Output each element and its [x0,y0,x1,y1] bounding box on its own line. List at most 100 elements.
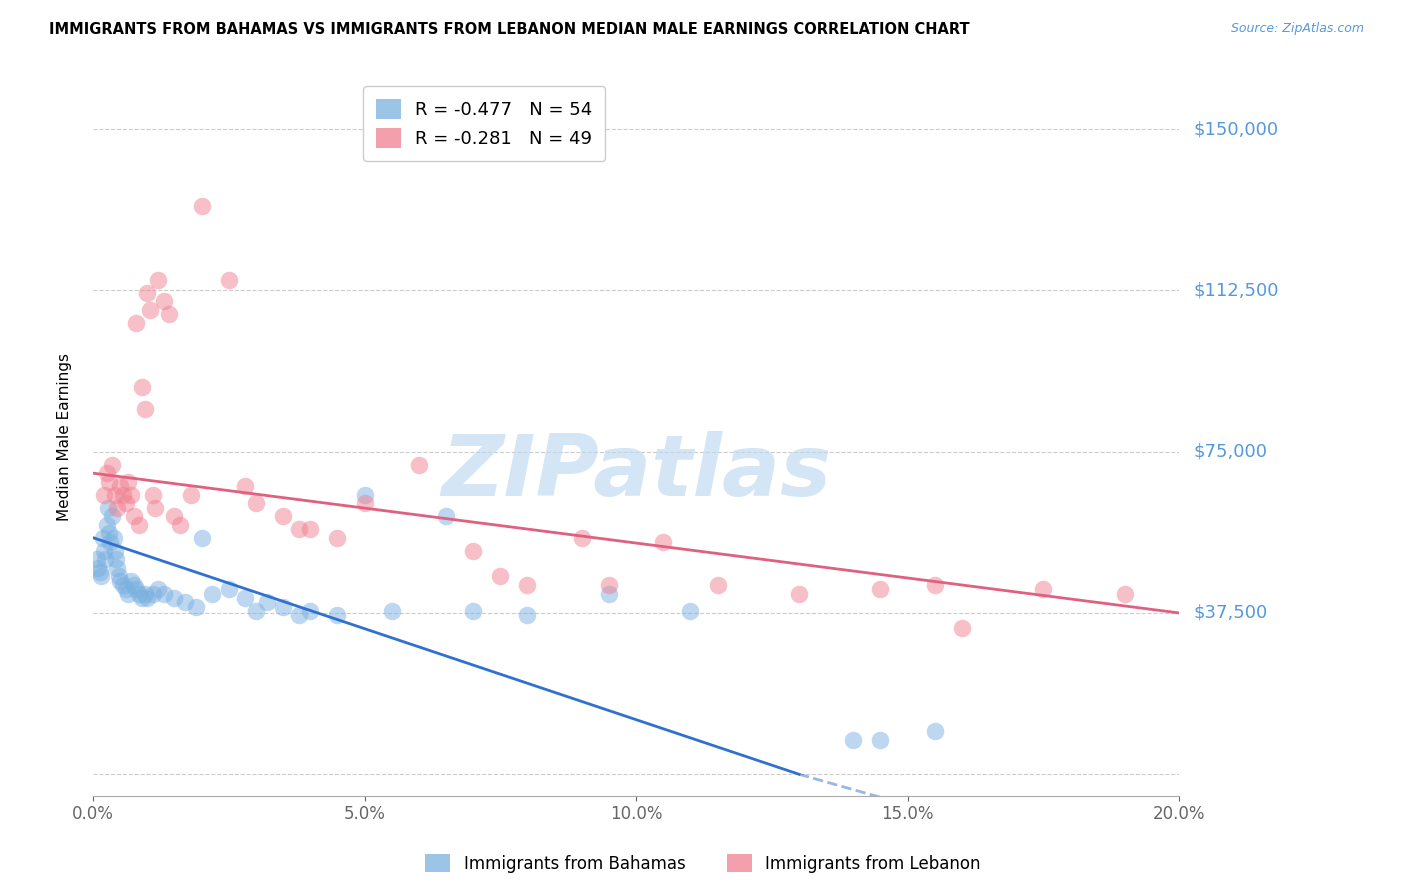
Point [233,479,256,493]
Point [107,500,129,515]
Point [86,552,108,566]
Point [326,608,349,623]
Point [145,500,167,515]
Point [104,552,127,566]
Point [842,732,865,747]
Point [233,591,256,605]
Point [271,509,294,524]
Point [128,586,150,600]
Point [114,496,136,510]
Point [516,608,538,623]
Point [218,582,240,597]
Point [598,578,620,592]
Legend: R = -0.477   N = 54, R = -0.281   N = 49: R = -0.477 N = 54, R = -0.281 N = 49 [363,87,605,161]
Point [111,578,134,592]
Point [103,531,125,545]
Point [128,517,150,532]
Point [87,561,110,575]
Point [98,475,121,489]
Point [131,380,153,394]
Point [706,578,728,592]
Point [148,272,170,286]
Point [256,595,278,609]
Point [136,591,159,605]
Point [163,591,186,605]
Point [516,578,538,592]
Point [157,307,180,321]
Point [869,582,891,597]
Point [152,294,174,309]
Point [353,496,375,510]
Point [131,591,153,605]
Y-axis label: Median Male Earnings: Median Male Earnings [58,352,72,521]
Point [142,586,165,600]
Point [142,488,165,502]
Point [571,531,593,545]
Point [120,488,142,502]
Point [117,475,139,489]
Point [869,732,891,747]
Point [463,543,485,558]
Point [950,621,973,635]
Text: $37,500: $37,500 [1194,604,1267,622]
Text: Source: ZipAtlas.com: Source: ZipAtlas.com [1230,22,1364,36]
Point [326,531,349,545]
Point [163,509,186,524]
Point [148,582,170,597]
Point [90,569,112,583]
Point [122,578,145,592]
Point [1114,586,1136,600]
Point [104,543,127,558]
Point [299,522,322,536]
Point [652,535,675,549]
Point [101,509,124,524]
Point [117,586,139,600]
Point [93,488,115,502]
Point [125,316,148,330]
Point [107,561,129,575]
Point [787,586,810,600]
Point [139,302,162,317]
Point [679,604,702,618]
Point [134,586,156,600]
Point [408,458,430,472]
Point [108,574,131,588]
Point [598,586,620,600]
Point [924,578,946,592]
Point [924,724,946,739]
Text: $112,500: $112,500 [1194,281,1278,300]
Point [381,604,404,618]
Point [94,552,117,566]
Point [271,599,294,614]
Point [93,543,115,558]
Point [108,479,131,493]
Point [97,500,120,515]
Point [218,272,240,286]
Text: $75,000: $75,000 [1194,442,1267,460]
Point [288,608,311,623]
Text: $150,000: $150,000 [1194,120,1278,138]
Point [245,604,267,618]
Point [98,526,121,541]
Point [174,595,197,609]
Point [288,522,311,536]
Point [111,488,134,502]
Point [245,496,267,510]
Point [89,565,111,579]
Point [91,531,114,545]
Point [104,488,127,502]
Point [96,517,118,532]
Point [299,604,322,618]
Point [134,401,156,416]
Point [152,586,174,600]
Point [114,582,136,597]
Point [122,509,145,524]
Text: IMMIGRANTS FROM BAHAMAS VS IMMIGRANTS FROM LEBANON MEDIAN MALE EARNINGS CORRELAT: IMMIGRANTS FROM BAHAMAS VS IMMIGRANTS FR… [49,22,970,37]
Point [101,458,124,472]
Point [186,599,208,614]
Point [190,199,212,213]
Point [169,517,191,532]
Point [353,488,375,502]
Point [125,582,148,597]
Point [489,569,512,583]
